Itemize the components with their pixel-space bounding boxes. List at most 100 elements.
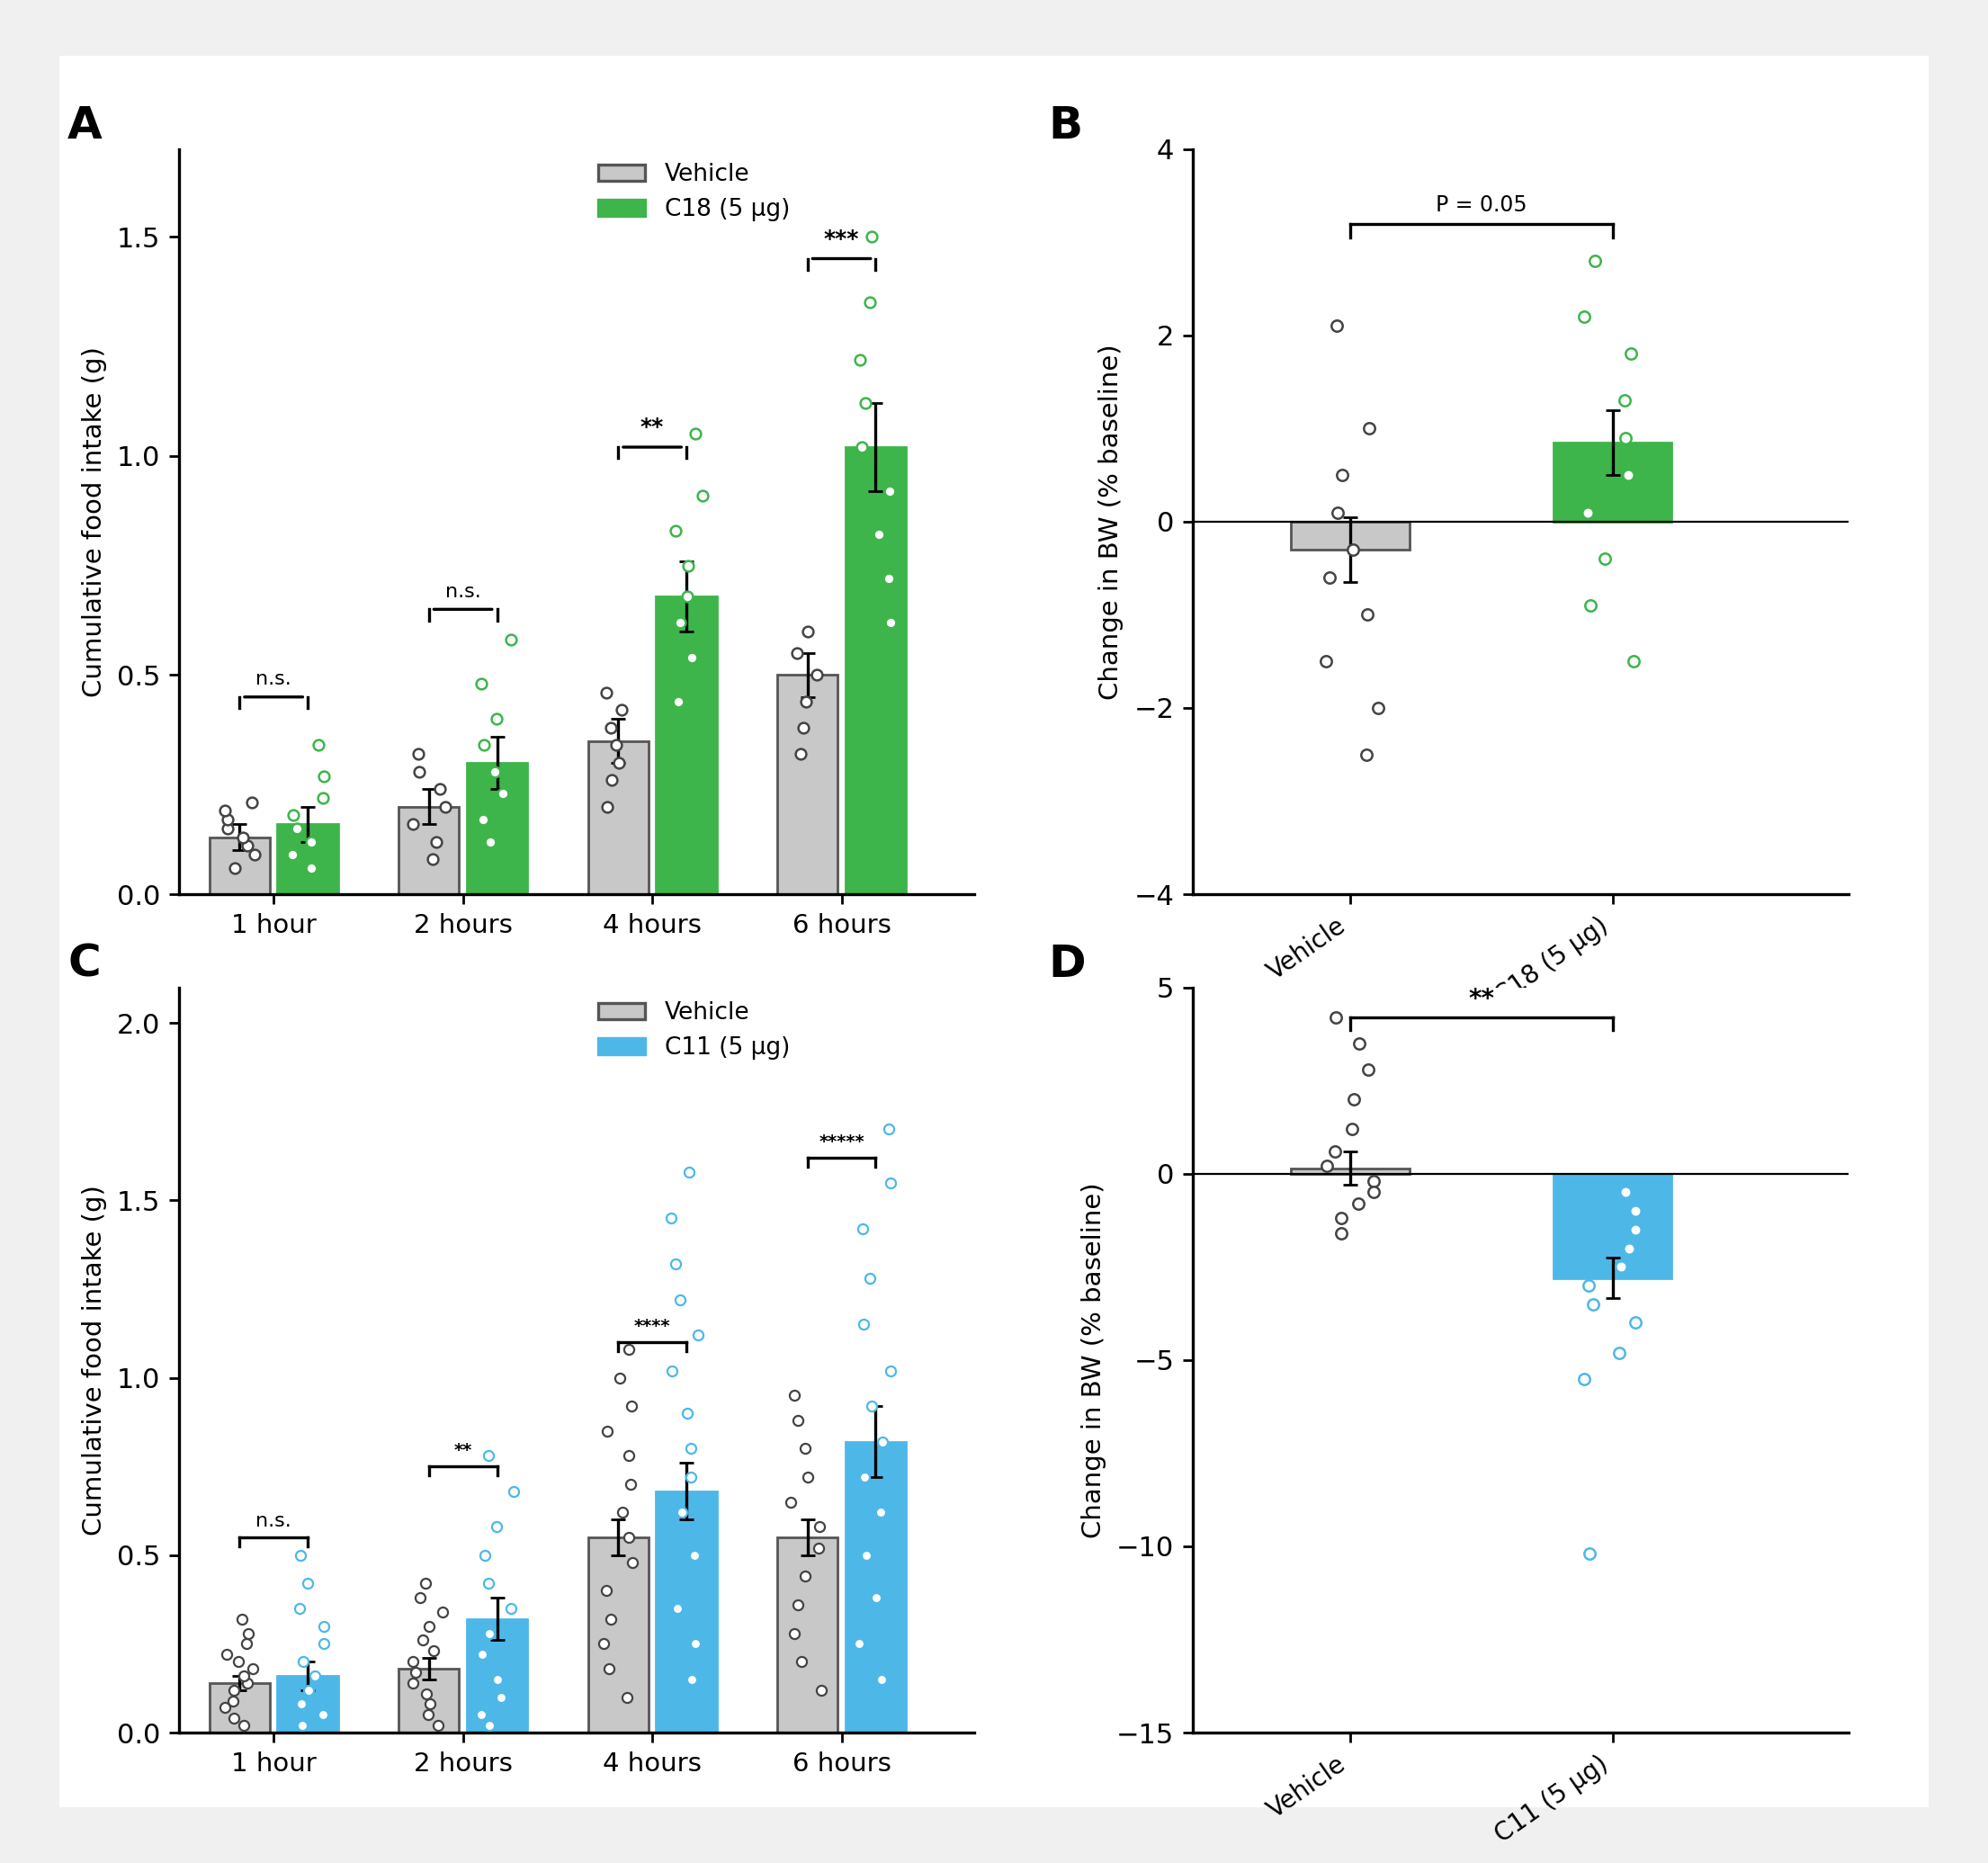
Point [680,1628,712,1658]
Point [211,1639,243,1669]
Point [227,1604,258,1634]
Point [672,581,704,611]
Point [1569,1364,1600,1394]
Point [1344,1028,1376,1058]
Point [465,669,497,699]
Point [1618,646,1650,676]
Point [414,1611,445,1641]
Point [1314,563,1346,592]
Point [592,1416,624,1446]
Point [495,1593,527,1623]
Point [410,1569,441,1598]
Bar [845,447,907,894]
Point [867,1664,899,1693]
Point [875,607,907,637]
Point [408,1625,439,1654]
Point [469,1541,501,1571]
Text: A: A [68,104,103,147]
Text: *****: ***** [819,1133,865,1151]
Point [612,1334,644,1364]
Legend: Vehicle, C18 (5 μg): Vehicle, C18 (5 μg) [588,153,799,231]
Point [845,345,877,374]
Point [787,714,819,743]
Point [1310,1151,1342,1181]
Point [481,1513,513,1543]
Point [467,805,499,835]
Text: D: D [1048,943,1085,986]
Bar [845,1442,907,1733]
Point [875,477,907,507]
Point [1610,423,1642,453]
Point [495,626,527,656]
Point [398,1647,429,1677]
Point [781,639,813,669]
Point [1576,1289,1608,1319]
Point [1354,414,1386,443]
Point [674,1157,706,1187]
Text: **: ** [640,417,664,438]
Point [781,1405,813,1435]
Point [294,853,326,883]
Point [292,1569,324,1598]
Point [1326,1218,1358,1248]
Point [616,1392,648,1421]
Bar [1292,522,1409,550]
Point [280,814,312,844]
Point [415,844,447,874]
Legend: Vehicle, C11 (5 μg): Vehicle, C11 (5 μg) [588,991,799,1069]
Point [873,564,905,594]
Point [785,740,817,769]
Point [469,730,501,760]
Point [775,1487,807,1516]
Point [873,1114,905,1144]
Bar [588,741,648,894]
Text: n.s.: n.s. [445,583,481,600]
Point [487,779,519,809]
Bar [467,1619,527,1733]
Point [1588,544,1620,574]
Point [1336,535,1368,564]
Point [855,1263,887,1293]
Text: n.s.: n.s. [256,671,292,687]
Point [286,1690,318,1720]
Point [237,1654,268,1684]
Point [849,388,881,417]
Point [676,1435,708,1464]
Point [590,678,622,708]
Point [308,760,340,790]
Point [686,481,718,510]
Point [213,814,245,844]
Point [789,686,821,715]
Point [1573,1271,1604,1300]
Bar [278,823,338,894]
Point [590,1576,622,1606]
Point [612,1522,644,1552]
Point [396,809,427,838]
Point [614,1470,646,1500]
Bar [209,1682,270,1733]
Point [672,551,704,581]
Point [867,1427,899,1457]
Point [423,775,455,805]
Point [612,1440,644,1470]
Bar [1555,1174,1672,1278]
Point [419,827,451,857]
Point [779,1380,811,1410]
Point [497,1475,529,1505]
Point [865,1498,897,1528]
Text: C: C [68,943,101,986]
Bar [209,836,270,894]
Point [664,607,696,637]
Point [306,1699,338,1729]
Point [656,1356,688,1386]
Point [465,1699,497,1729]
Point [664,1285,696,1315]
Point [1569,302,1600,332]
Point [473,1440,505,1470]
Point [851,1541,883,1571]
Point [1612,1233,1644,1263]
Point [857,1392,889,1421]
Point [404,1584,435,1613]
Point [801,660,833,689]
Point [417,1636,449,1666]
